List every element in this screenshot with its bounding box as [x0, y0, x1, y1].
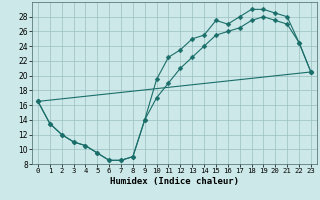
X-axis label: Humidex (Indice chaleur): Humidex (Indice chaleur)	[110, 177, 239, 186]
